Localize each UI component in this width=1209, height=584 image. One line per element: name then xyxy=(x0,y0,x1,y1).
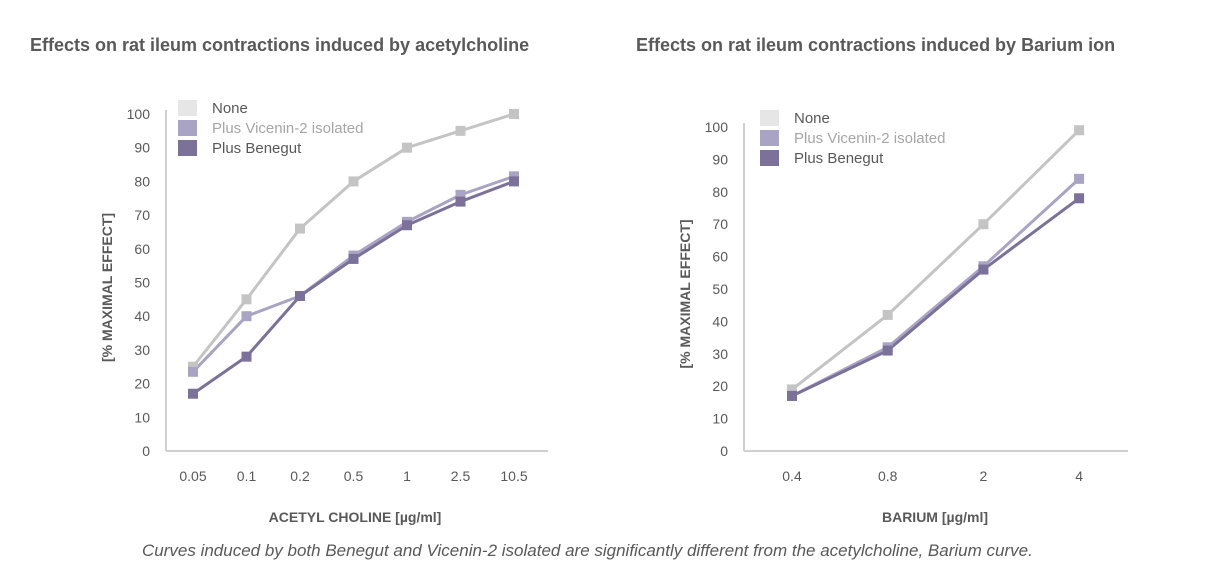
y-tick-label: 10 xyxy=(134,409,150,425)
data-point-marker xyxy=(882,309,893,320)
y-tick-label: 100 xyxy=(127,106,151,122)
data-point-marker xyxy=(1074,193,1085,204)
x-tick-label: 0.4 xyxy=(782,468,802,484)
y-tick-label: 40 xyxy=(712,313,728,329)
y-tick-label: 10 xyxy=(712,411,728,427)
data-point-marker xyxy=(1074,173,1085,184)
figure-caption: Curves induced by both Benegut and Vicen… xyxy=(142,541,1033,560)
data-point-marker xyxy=(188,388,198,399)
data-point-marker xyxy=(402,142,412,153)
legend-swatch xyxy=(760,130,779,146)
data-point-marker xyxy=(882,345,893,356)
legend-label: Plus Benegut xyxy=(212,140,302,157)
data-point-marker xyxy=(348,176,359,187)
y-tick-label: 50 xyxy=(134,275,150,291)
data-point-marker xyxy=(1074,125,1085,136)
y-tick-label: 0 xyxy=(720,443,728,459)
data-point-marker xyxy=(787,384,797,395)
y-tick-label: 60 xyxy=(712,249,728,265)
data-point-marker xyxy=(978,219,989,230)
x-axis-label: BARIUM [µg/ml] xyxy=(882,509,988,525)
legend-label: None xyxy=(794,110,830,127)
data-point-marker xyxy=(509,176,519,187)
x-axis-label: ACETYL CHOLINE [µg/ml] xyxy=(269,509,442,525)
data-point-marker xyxy=(295,223,305,234)
x-tick-label: 1 xyxy=(403,468,411,484)
series-line-none xyxy=(791,129,1081,391)
x-tick-label: 2 xyxy=(980,468,988,484)
data-point-marker xyxy=(455,125,466,136)
y-axis-label: [% MAXIMAL EFFECT] xyxy=(677,219,693,368)
legend-swatch xyxy=(178,120,197,136)
x-tick-label: 0.2 xyxy=(290,468,310,484)
data-point-marker xyxy=(241,351,252,362)
legend-label: Plus Vicenin-2 isolated xyxy=(212,120,363,137)
y-tick-label: 20 xyxy=(134,376,150,392)
x-tick-label: 0.05 xyxy=(179,468,206,484)
legend-swatch xyxy=(760,110,779,126)
y-tick-label: 20 xyxy=(712,378,728,394)
y-tick-label: 40 xyxy=(134,308,150,324)
y-tick-label: 70 xyxy=(134,207,150,223)
y-axis-label: [% MAXIMAL EFFECT] xyxy=(99,213,115,362)
data-point-marker xyxy=(188,366,198,377)
legend-swatch xyxy=(760,150,779,166)
legend-label: Plus Vicenin-2 isolated xyxy=(794,130,945,147)
x-tick-label: 4 xyxy=(1075,468,1083,484)
x-tick-label: 10.5 xyxy=(500,468,527,484)
data-point-marker xyxy=(348,253,359,264)
y-tick-label: 80 xyxy=(134,173,150,189)
data-point-marker xyxy=(402,220,412,231)
data-point-marker xyxy=(787,390,797,401)
chart-title-barium: Effects on rat ileum contractions induce… xyxy=(636,35,1116,55)
y-tick-label: 80 xyxy=(712,184,728,200)
series-line-plus-vicenin-2-isolated xyxy=(791,177,1081,398)
data-point-marker xyxy=(509,171,519,182)
y-tick-label: 50 xyxy=(712,281,728,297)
data-point-marker xyxy=(978,264,989,275)
legend-swatch xyxy=(178,100,197,116)
data-point-marker xyxy=(188,361,198,372)
y-tick-label: 0 xyxy=(142,443,150,459)
y-tick-label: 100 xyxy=(705,119,729,135)
y-tick-label: 30 xyxy=(712,346,728,362)
data-point-marker xyxy=(455,196,466,207)
legend-label: None xyxy=(212,100,248,117)
legend-label: Plus Benegut xyxy=(794,150,884,167)
y-tick-label: 90 xyxy=(712,151,728,167)
y-tick-label: 30 xyxy=(134,342,150,358)
series-line-plus-benegut xyxy=(791,197,1080,398)
data-point-marker xyxy=(295,290,305,301)
x-tick-label: 0.1 xyxy=(237,468,257,484)
data-point-marker xyxy=(509,109,519,119)
x-tick-label: 0.8 xyxy=(878,468,898,484)
y-tick-label: 70 xyxy=(712,216,728,232)
x-tick-label: 2.5 xyxy=(451,468,471,484)
y-tick-label: 90 xyxy=(134,140,150,156)
legend-swatch xyxy=(178,140,197,156)
data-point-marker xyxy=(241,294,252,305)
chart-title-acetylcholine: Effects on rat ileum contractions induce… xyxy=(30,35,530,55)
x-tick-label: 0.5 xyxy=(344,468,364,484)
y-tick-label: 60 xyxy=(134,241,150,257)
data-point-marker xyxy=(241,311,252,322)
data-point-marker xyxy=(455,189,466,200)
